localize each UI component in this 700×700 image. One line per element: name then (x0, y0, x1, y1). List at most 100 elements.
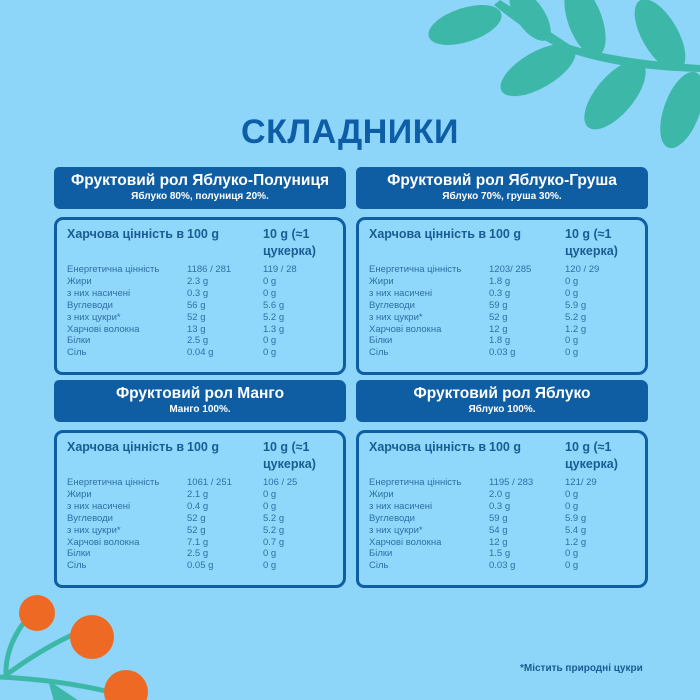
value-100g: 0.3 g (489, 287, 511, 299)
card-title: Фруктовий рол Яблуко (413, 385, 591, 402)
nutrition-row: з них насичені 0.3 g 0 g (369, 288, 635, 300)
nutrient-name: Вуглеводи (369, 299, 415, 311)
nutrient-name: Жири (369, 275, 394, 287)
nutrition-table-header: Харчова цінність в 100 g 10 g (≈1 цукерк… (67, 439, 333, 477)
card-title: Фруктовий рол Манго (115, 385, 285, 402)
nutrition-row: Харчові волокна 12 g 1.2 g (369, 537, 635, 549)
nutrition-row: Енергетична цінність 1203/ 285 120 / 29 (369, 264, 635, 276)
nutrition-table: Харчова цінність в 100 g 10 g (≈1 цукерк… (356, 430, 648, 588)
value-10g: 0 g (565, 560, 579, 572)
nutrition-row: Білки 2.5 g 0 g (67, 335, 333, 347)
nutrition-row: Харчові волокна 7.1 g 0.7 g (67, 537, 333, 549)
header-nutrition-value: Харчова цінність в (67, 227, 185, 241)
nutrient-name: Енергетична цінність (67, 477, 160, 488)
value-100g: 52 g (187, 512, 206, 524)
value-10g: 0 g (565, 287, 579, 299)
value-10g: 119 / 28 (263, 264, 297, 275)
nutrient-name: з них цукри* (369, 524, 423, 536)
value-10g: 0 g (263, 335, 277, 347)
nutrition-row: Енергетична цінність 1186 / 281 119 / 28 (67, 264, 333, 276)
nutrition-table-header: Харчова цінність в 100 g 10 g (≈1 цукерк… (369, 439, 635, 477)
value-100g: 2.0 g (489, 488, 511, 500)
value-100g: 59 g (489, 299, 508, 311)
nutrition-row: Харчові волокна 12 g 1.2 g (369, 324, 635, 336)
product-card-apple-pear: Фруктовий рол Яблуко-Груша Яблуко 70%, г… (356, 167, 648, 375)
value-10g: 120 / 29 (565, 264, 600, 275)
nutrient-name: Жири (67, 488, 92, 500)
card-subtitle: Манго 100%. (169, 404, 231, 415)
header-per-10g: 10 g (≈1 цукерка) (263, 440, 316, 471)
header-per-100g: 100 g (187, 440, 219, 454)
nutrition-row: Вуглеводи 59 g 5.9 g (369, 513, 635, 525)
nutrition-row: Жири 2.3 g 0 g (67, 276, 333, 288)
nutrient-name: Сіль (369, 347, 389, 359)
nutrition-row: Енергетична цінність 1061 / 251 106 / 25 (67, 477, 333, 489)
nutrition-row: Жири 1.8 g 0 g (369, 276, 635, 288)
nutrient-name: Білки (67, 548, 91, 560)
natural-sugars-footnote: *Містить природні цукри (520, 663, 643, 674)
value-10g: 0 g (263, 548, 277, 560)
nutrition-row: з них насичені 0.3 g 0 g (67, 288, 333, 300)
value-10g: 0 g (263, 287, 277, 299)
header-per-10g: 10 g (≈1 цукерка) (565, 440, 618, 471)
nutrient-name: з них насичені (67, 500, 131, 512)
value-10g: 0.7 g (263, 536, 285, 548)
value-10g: 106 / 25 (263, 477, 298, 488)
nutrition-row: з них насичені 0.4 g 0 g (67, 501, 333, 513)
nutrient-name: Білки (369, 335, 393, 347)
value-10g: 5.2 g (263, 311, 285, 323)
nutrient-name: Вуглеводи (369, 512, 415, 524)
value-100g: 52 g (187, 311, 206, 323)
value-10g: 1.3 g (263, 323, 285, 335)
value-100g: 12 g (489, 536, 508, 548)
value-10g: 0 g (263, 560, 277, 572)
nutrient-name: Харчові волокна (67, 323, 140, 335)
nutrient-name: з них цукри* (67, 524, 121, 536)
nutrition-row: Сіль 0.05 g 0 g (67, 560, 333, 572)
value-10g: 0 g (263, 347, 277, 359)
nutrition-row: Жири 2.0 g 0 g (369, 489, 635, 501)
nutrient-name: Сіль (67, 560, 87, 572)
nutrient-name: Енергетична цінність (67, 264, 160, 275)
value-100g: 0.3 g (187, 287, 209, 299)
value-10g: 0 g (565, 347, 579, 359)
value-10g: 5.4 g (565, 524, 587, 536)
value-100g: 52 g (187, 524, 206, 536)
nutrition-table: Харчова цінність в 100 g 10 g (≈1 цукерк… (356, 217, 648, 375)
value-10g: 0 g (263, 275, 277, 287)
nutrition-row: з них насичені 0.3 g 0 g (369, 501, 635, 513)
nutrition-table-header: Харчова цінність в 100 g 10 g (≈1 цукерк… (67, 226, 333, 264)
header-nutrition-value: Харчова цінність в (369, 227, 487, 241)
value-10g: 1.2 g (565, 323, 587, 335)
value-100g: 1.5 g (489, 548, 511, 560)
value-100g: 0.03 g (489, 347, 516, 359)
value-100g: 1186 / 281 (187, 264, 232, 275)
value-10g: 0 g (263, 500, 277, 512)
header-per-10g: 10 g (≈1 цукерка) (263, 227, 316, 258)
nutrient-name: з них насичені (369, 287, 433, 299)
header-nutrition-value: Харчова цінність в (67, 440, 185, 454)
value-10g: 0 g (565, 335, 579, 347)
nutrient-name: Білки (67, 335, 91, 347)
nutrition-row: Харчові волокна 13 g 1.3 g (67, 324, 333, 336)
value-100g: 54 g (489, 524, 508, 536)
nutrition-row: Білки 1.8 g 0 g (369, 335, 635, 347)
nutrient-name: з них насичені (369, 500, 433, 512)
value-100g: 56 g (187, 299, 206, 311)
nutrition-row: Вуглеводи 56 g 5.6 g (67, 300, 333, 312)
value-100g: 59 g (489, 512, 508, 524)
nutrient-name: Жири (369, 488, 394, 500)
value-100g: 2.5 g (187, 335, 209, 347)
value-10g: 121/ 29 (565, 477, 597, 488)
card-header: Фруктовий рол Яблуко Яблуко 100%. (356, 380, 648, 422)
header-nutrition-value: Харчова цінність в (369, 440, 487, 454)
value-10g: 1.2 g (565, 536, 587, 548)
value-10g: 5.9 g (565, 512, 587, 524)
value-100g: 1203/ 285 (489, 264, 532, 275)
value-100g: 1061 / 251 (187, 477, 232, 488)
nutrient-name: Харчові волокна (369, 536, 442, 548)
product-card-mango: Фруктовий рол Манго Манго 100%. Харчова … (54, 380, 346, 588)
nutrient-name: Харчові волокна (369, 323, 442, 335)
card-title: Фруктовий рол Яблуко-Груша (387, 172, 617, 189)
nutrient-name: з них цукри* (67, 311, 121, 323)
